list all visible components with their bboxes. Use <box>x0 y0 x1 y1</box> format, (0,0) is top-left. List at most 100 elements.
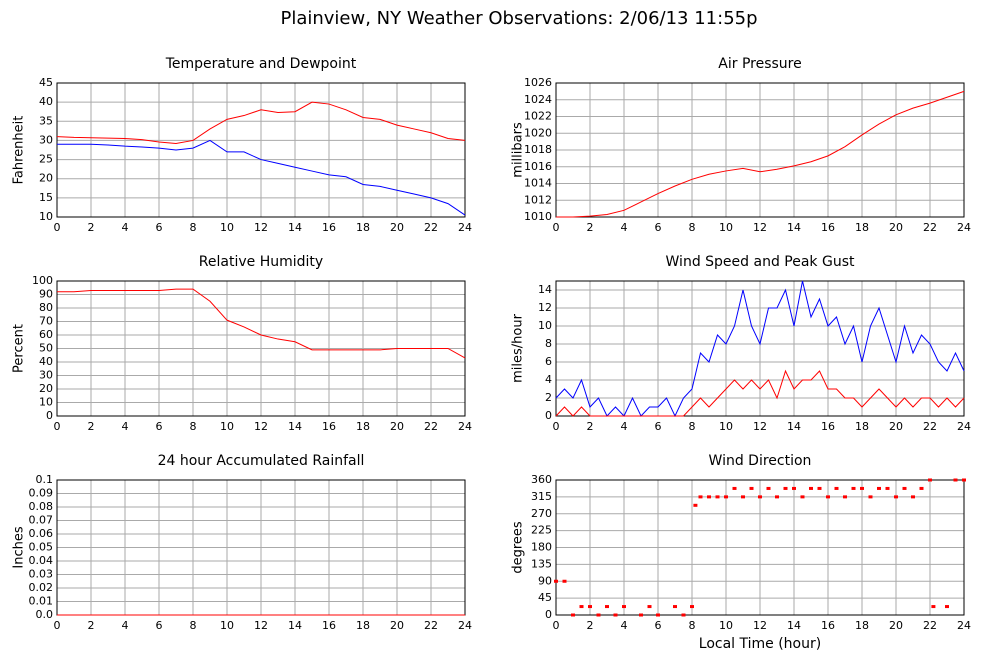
x-tick-label: 2 <box>587 420 594 433</box>
y-tick-label: 0.01 <box>29 595 54 608</box>
data-point <box>596 613 601 617</box>
x-tick-label: 16 <box>821 420 835 433</box>
y-tick-label: 100 <box>32 274 53 287</box>
data-point <box>783 486 788 490</box>
data-point <box>639 613 643 617</box>
y-tick-label: 60 <box>39 328 53 341</box>
y-tick-label: 0 <box>545 409 552 422</box>
chart-title: Wind Speed and Peak Gust <box>666 254 855 270</box>
data-point <box>690 605 694 609</box>
data-point <box>953 478 958 482</box>
data-point <box>962 478 966 482</box>
x-tick-label: 10 <box>719 619 733 632</box>
data-point <box>843 495 847 499</box>
plot-frame <box>56 280 466 417</box>
x-tick-label: 4 <box>122 221 129 234</box>
x-tick-label: 10 <box>220 221 234 234</box>
data-point <box>775 495 779 499</box>
data-point <box>707 495 711 499</box>
x-tick-label: 24 <box>458 420 472 433</box>
x-tick-label: 8 <box>689 619 696 632</box>
data-point <box>605 605 609 609</box>
x-tick-label: 14 <box>787 619 801 632</box>
x-tick-label: 24 <box>957 420 971 433</box>
y-tick-label: 20 <box>39 382 53 395</box>
y-tick-label: 0.02 <box>29 581 54 594</box>
data-point <box>562 579 567 583</box>
y-tick-label: 30 <box>39 369 53 382</box>
x-tick-label: 10 <box>719 420 733 433</box>
x-tick-label: 24 <box>458 619 472 632</box>
data-line <box>555 369 965 417</box>
page-title: Plainview, NY Weather Observations: 2/06… <box>280 8 757 29</box>
data-point <box>732 486 737 490</box>
y-tick-label: 45 <box>39 76 53 89</box>
data-point <box>715 495 720 499</box>
x-tick-label: 0 <box>553 221 560 234</box>
x-tick-label: 10 <box>220 619 234 632</box>
x-tick-label: 8 <box>689 221 696 234</box>
y-tick-label: 15 <box>39 191 53 204</box>
x-tick-label: 6 <box>156 619 163 632</box>
x-tick-label: 14 <box>787 420 801 433</box>
y-tick-label: 1016 <box>524 160 552 173</box>
x-tick-label: 4 <box>621 221 628 234</box>
data-line <box>57 139 466 216</box>
y-tick-label: 0.04 <box>29 554 54 567</box>
data-point <box>613 613 618 617</box>
data-point <box>681 613 686 617</box>
plot-frame <box>555 479 965 616</box>
chart-title: 24 hour Accumulated Rainfall <box>158 453 365 469</box>
data-point <box>800 495 805 499</box>
y-tick-label: 0.0 <box>36 608 54 621</box>
y-tick-label: 70 <box>39 315 53 328</box>
x-tick-label: 8 <box>190 619 197 632</box>
chart-title: Temperature and Dewpoint <box>165 56 357 72</box>
x-tick-label: 22 <box>424 420 438 433</box>
y-tick-label: 0.08 <box>29 500 54 513</box>
x-tick-label: 16 <box>322 420 336 433</box>
y-tick-label: 1026 <box>524 76 552 89</box>
x-tick-label: 14 <box>288 619 302 632</box>
x-tick-label: 0 <box>553 420 560 433</box>
y-tick-label: 10 <box>39 396 53 409</box>
data-point <box>809 486 813 490</box>
data-point <box>554 579 558 583</box>
data-point <box>749 486 754 490</box>
data-point <box>826 495 830 499</box>
x-tick-label: 0 <box>54 221 61 234</box>
y-tick-label: 360 <box>531 473 552 486</box>
data-point <box>792 486 796 490</box>
y-tick-label: 90 <box>39 288 53 301</box>
data-line <box>57 288 466 359</box>
x-tick-label: 2 <box>587 619 594 632</box>
data-point <box>579 605 584 609</box>
x-tick-label: 6 <box>655 221 662 234</box>
y-axis-label: Fahrenheit <box>12 116 27 185</box>
y-tick-label: 40 <box>39 95 53 108</box>
y-tick-label: 50 <box>39 342 53 355</box>
y-tick-label: 12 <box>538 301 552 314</box>
y-tick-label: 0 <box>545 608 552 621</box>
x-tick-label: 20 <box>889 619 903 632</box>
y-tick-label: 225 <box>531 524 552 537</box>
x-tick-label: 20 <box>889 420 903 433</box>
y-tick-label: 270 <box>531 507 552 520</box>
x-tick-label: 14 <box>787 221 801 234</box>
data-point <box>945 605 949 609</box>
x-axis-label: Local Time (hour) <box>699 636 821 652</box>
y-tick-label: 0.1 <box>36 473 54 486</box>
y-tick-label: 8 <box>545 337 552 350</box>
x-tick-label: 4 <box>122 420 129 433</box>
x-tick-label: 20 <box>390 420 404 433</box>
y-tick-label: 20 <box>39 172 53 185</box>
x-tick-label: 20 <box>889 221 903 234</box>
data-point <box>928 478 932 482</box>
data-point <box>622 605 626 609</box>
y-tick-label: 0.07 <box>29 514 54 527</box>
x-tick-label: 8 <box>190 221 197 234</box>
y-axis-label: Inches <box>12 526 27 568</box>
x-tick-label: 2 <box>88 221 95 234</box>
x-tick-label: 6 <box>156 420 163 433</box>
